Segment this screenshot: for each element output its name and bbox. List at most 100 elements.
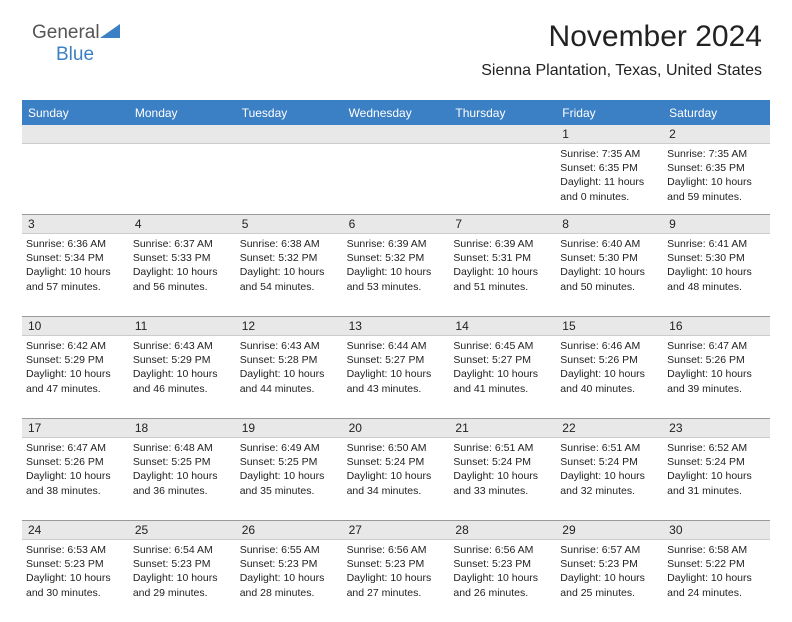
calendar-day-number: 17 xyxy=(22,419,129,437)
calendar-day-cell: Sunrise: 6:46 AMSunset: 5:26 PMDaylight:… xyxy=(556,336,663,418)
calendar-day-number: 15 xyxy=(556,317,663,335)
calendar-week-row: Sunrise: 6:53 AMSunset: 5:23 PMDaylight:… xyxy=(22,540,770,622)
calendar-day-cell: Sunrise: 6:51 AMSunset: 5:24 PMDaylight:… xyxy=(556,438,663,520)
calendar-day-number: 25 xyxy=(129,521,236,539)
daylight-text: Daylight: 10 hours and 24 minutes. xyxy=(667,571,766,599)
sunrise-text: Sunrise: 6:58 AM xyxy=(667,543,766,557)
sunset-text: Sunset: 5:24 PM xyxy=(560,455,659,469)
sunset-text: Sunset: 5:31 PM xyxy=(453,251,552,265)
calendar-day-number: 6 xyxy=(343,215,450,233)
logo-text: General Blue xyxy=(32,22,120,66)
calendar-day-number xyxy=(449,125,556,143)
calendar-day-cell xyxy=(236,144,343,214)
calendar-header-row: SundayMondayTuesdayWednesdayThursdayFrid… xyxy=(22,102,770,125)
page-title: November 2024 xyxy=(549,20,762,54)
sunrise-text: Sunrise: 6:52 AM xyxy=(667,441,766,455)
calendar-day-number: 13 xyxy=(343,317,450,335)
sunrise-text: Sunrise: 7:35 AM xyxy=(560,147,659,161)
calendar-week-row: Sunrise: 6:47 AMSunset: 5:26 PMDaylight:… xyxy=(22,438,770,520)
calendar-column-header: Wednesday xyxy=(343,102,450,125)
calendar-day-number: 24 xyxy=(22,521,129,539)
calendar-day-number: 9 xyxy=(663,215,770,233)
calendar-day-cell: Sunrise: 6:51 AMSunset: 5:24 PMDaylight:… xyxy=(449,438,556,520)
page-subtitle: Sienna Plantation, Texas, United States xyxy=(481,62,762,80)
calendar-day-number: 2 xyxy=(663,125,770,143)
daylight-text: Daylight: 10 hours and 33 minutes. xyxy=(453,469,552,497)
calendar-day-number: 20 xyxy=(343,419,450,437)
calendar-day-cell: Sunrise: 7:35 AMSunset: 6:35 PMDaylight:… xyxy=(663,144,770,214)
sunset-text: Sunset: 5:34 PM xyxy=(26,251,125,265)
daylight-text: Daylight: 10 hours and 57 minutes. xyxy=(26,265,125,293)
calendar-day-cell xyxy=(129,144,236,214)
calendar-day-number: 5 xyxy=(236,215,343,233)
sunrise-text: Sunrise: 6:56 AM xyxy=(347,543,446,557)
calendar-day-cell: Sunrise: 6:50 AMSunset: 5:24 PMDaylight:… xyxy=(343,438,450,520)
sunset-text: Sunset: 5:22 PM xyxy=(667,557,766,571)
sunrise-text: Sunrise: 6:51 AM xyxy=(560,441,659,455)
sunrise-text: Sunrise: 7:35 AM xyxy=(667,147,766,161)
calendar-day-cell xyxy=(22,144,129,214)
calendar-day-cell: Sunrise: 6:56 AMSunset: 5:23 PMDaylight:… xyxy=(343,540,450,622)
daylight-text: Daylight: 10 hours and 53 minutes. xyxy=(347,265,446,293)
calendar-day-cell: Sunrise: 6:52 AMSunset: 5:24 PMDaylight:… xyxy=(663,438,770,520)
sunset-text: Sunset: 5:26 PM xyxy=(560,353,659,367)
calendar-day-number: 27 xyxy=(343,521,450,539)
calendar-week-row: Sunrise: 6:36 AMSunset: 5:34 PMDaylight:… xyxy=(22,234,770,316)
logo-text-a: General xyxy=(32,22,100,43)
sunset-text: Sunset: 5:30 PM xyxy=(560,251,659,265)
sunrise-text: Sunrise: 6:47 AM xyxy=(667,339,766,353)
sunset-text: Sunset: 5:24 PM xyxy=(347,455,446,469)
daylight-text: Daylight: 10 hours and 38 minutes. xyxy=(26,469,125,497)
calendar-day-cell: Sunrise: 6:41 AMSunset: 5:30 PMDaylight:… xyxy=(663,234,770,316)
sunset-text: Sunset: 5:23 PM xyxy=(453,557,552,571)
sunrise-text: Sunrise: 6:43 AM xyxy=(133,339,232,353)
calendar-column-header: Thursday xyxy=(449,102,556,125)
calendar-day-number: 30 xyxy=(663,521,770,539)
calendar-day-number xyxy=(129,125,236,143)
sunset-text: Sunset: 6:35 PM xyxy=(560,161,659,175)
daylight-text: Daylight: 10 hours and 39 minutes. xyxy=(667,367,766,395)
calendar-day-cell: Sunrise: 6:42 AMSunset: 5:29 PMDaylight:… xyxy=(22,336,129,418)
calendar-column-header: Friday xyxy=(556,102,663,125)
daylight-text: Daylight: 10 hours and 35 minutes. xyxy=(240,469,339,497)
calendar-day-number: 22 xyxy=(556,419,663,437)
sunset-text: Sunset: 5:27 PM xyxy=(347,353,446,367)
daylight-text: Daylight: 10 hours and 27 minutes. xyxy=(347,571,446,599)
calendar-daynum-row: 12 xyxy=(22,125,770,144)
calendar-day-number xyxy=(343,125,450,143)
calendar-day-cell: Sunrise: 6:43 AMSunset: 5:28 PMDaylight:… xyxy=(236,336,343,418)
calendar-day-cell: Sunrise: 6:39 AMSunset: 5:32 PMDaylight:… xyxy=(343,234,450,316)
sunset-text: Sunset: 5:32 PM xyxy=(347,251,446,265)
calendar-day-cell xyxy=(343,144,450,214)
sunset-text: Sunset: 5:23 PM xyxy=(560,557,659,571)
sunrise-text: Sunrise: 6:54 AM xyxy=(133,543,232,557)
calendar-column-header: Sunday xyxy=(22,102,129,125)
calendar-day-cell: Sunrise: 6:47 AMSunset: 5:26 PMDaylight:… xyxy=(22,438,129,520)
sunset-text: Sunset: 6:35 PM xyxy=(667,161,766,175)
calendar-day-cell: Sunrise: 6:48 AMSunset: 5:25 PMDaylight:… xyxy=(129,438,236,520)
calendar-day-number xyxy=(236,125,343,143)
calendar-day-cell: Sunrise: 6:54 AMSunset: 5:23 PMDaylight:… xyxy=(129,540,236,622)
sunrise-text: Sunrise: 6:46 AM xyxy=(560,339,659,353)
daylight-text: Daylight: 10 hours and 48 minutes. xyxy=(667,265,766,293)
sunrise-text: Sunrise: 6:50 AM xyxy=(347,441,446,455)
calendar-day-cell: Sunrise: 6:38 AMSunset: 5:32 PMDaylight:… xyxy=(236,234,343,316)
calendar-day-number: 26 xyxy=(236,521,343,539)
calendar-day-number: 28 xyxy=(449,521,556,539)
sunset-text: Sunset: 5:23 PM xyxy=(26,557,125,571)
calendar-day-number: 16 xyxy=(663,317,770,335)
daylight-text: Daylight: 10 hours and 28 minutes. xyxy=(240,571,339,599)
calendar-day-cell: Sunrise: 6:47 AMSunset: 5:26 PMDaylight:… xyxy=(663,336,770,418)
sunset-text: Sunset: 5:23 PM xyxy=(347,557,446,571)
calendar-day-cell: Sunrise: 6:40 AMSunset: 5:30 PMDaylight:… xyxy=(556,234,663,316)
logo-text-b: Blue xyxy=(56,44,94,65)
sunset-text: Sunset: 5:26 PM xyxy=(667,353,766,367)
sunset-text: Sunset: 5:24 PM xyxy=(453,455,552,469)
sunset-text: Sunset: 5:30 PM xyxy=(667,251,766,265)
sunrise-text: Sunrise: 6:36 AM xyxy=(26,237,125,251)
sunrise-text: Sunrise: 6:44 AM xyxy=(347,339,446,353)
sunrise-text: Sunrise: 6:57 AM xyxy=(560,543,659,557)
calendar-day-cell: Sunrise: 6:58 AMSunset: 5:22 PMDaylight:… xyxy=(663,540,770,622)
sunset-text: Sunset: 5:24 PM xyxy=(667,455,766,469)
daylight-text: Daylight: 10 hours and 56 minutes. xyxy=(133,265,232,293)
